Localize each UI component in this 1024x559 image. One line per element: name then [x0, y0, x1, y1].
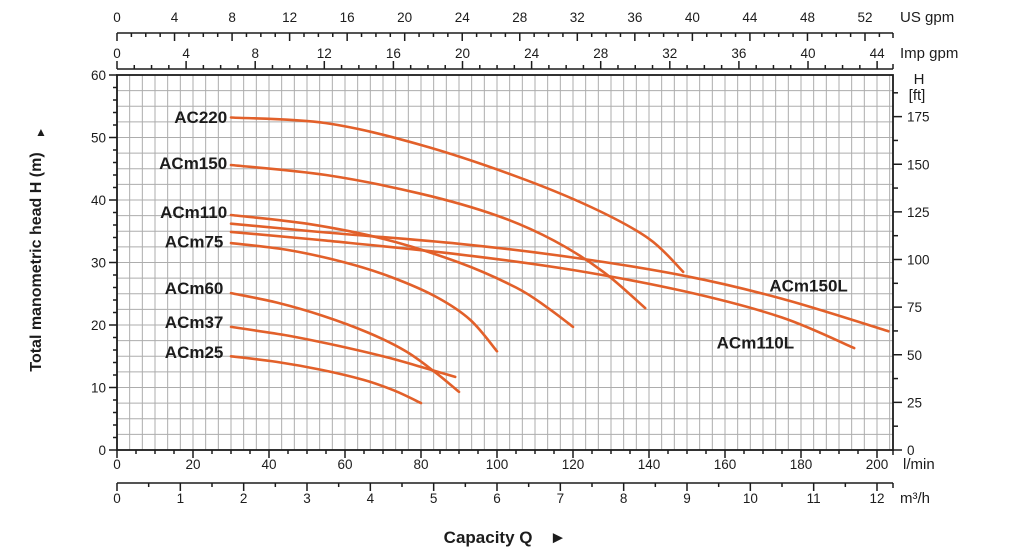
head-m-tick-label: 20 — [91, 318, 106, 333]
curve-ACm110 — [229, 213, 575, 329]
curve-label-AC220: AC220 — [174, 108, 227, 127]
head-ft-unit-label: H — [914, 71, 925, 88]
us-gpm-axis-tick-label: 52 — [857, 10, 872, 25]
imp-gpm-axis-tick-label: 40 — [800, 46, 815, 61]
m3h-axis-tick-label: 0 — [113, 491, 121, 506]
curve-label-ACm75: ACm75 — [165, 232, 224, 251]
imp-gpm-axis-tick-label: 8 — [251, 46, 259, 61]
us-gpm-axis-tick-label: 40 — [685, 10, 700, 25]
curve-label-ACm37: ACm37 — [165, 313, 224, 332]
head-ft-unit-label: [ft] — [909, 87, 926, 104]
lmin-axis-tick-label: 180 — [790, 457, 813, 472]
curve-label-ACm150L: ACm150L — [769, 277, 847, 296]
lmin-axis-tick-label: 100 — [486, 457, 509, 472]
head-m-tick-label: 60 — [91, 68, 106, 83]
m3h-axis-tick-label: 10 — [743, 491, 758, 506]
imp-gpm-axis-tick-label: 28 — [593, 46, 608, 61]
curve-labels: AC220 ACm150 ACm110 ACm150L ACm110L ACm75 ACm6… — [159, 108, 848, 362]
us-gpm-axis-tick-label: 24 — [455, 10, 471, 25]
us-gpm-axis-tick-label: 36 — [627, 10, 642, 25]
curve-label-ACm150: ACm150 — [159, 154, 227, 173]
head-m-tick-label: 10 — [91, 381, 106, 396]
y-axis-title: Total manometric head H (m) — [28, 152, 45, 371]
m3h-axis-tick-label: 3 — [303, 491, 311, 506]
head-m-tick-label: 30 — [91, 256, 106, 271]
us-gpm-axis-tick-label: 8 — [228, 10, 236, 25]
imp-gpm-axis-tick-label: 32 — [662, 46, 677, 61]
head-ft-tick-label: 150 — [907, 157, 930, 172]
head-ft-tick-label: 0 — [907, 443, 915, 458]
us-gpm-axis-tick-label: 20 — [397, 10, 412, 25]
head-m-tick-label: 40 — [91, 193, 106, 208]
us-gpm-axis-unit-label: US gpm — [900, 9, 954, 26]
us-gpm-axis-tick-label: 48 — [800, 10, 815, 25]
us-gpm-axis-tick-label: 4 — [171, 10, 179, 25]
imp-gpm-axis-tick-label: 12 — [317, 46, 332, 61]
head-ft-tick-label: 25 — [907, 395, 922, 410]
m3h-axis-tick-label: 8 — [620, 491, 628, 506]
m3h-axis-tick-label: 9 — [683, 491, 691, 506]
m3h-axis-tick-label: 11 — [807, 491, 821, 506]
head-m-tick-label: 50 — [91, 131, 106, 146]
us-gpm-axis-tick-label: 32 — [570, 10, 585, 25]
imp-gpm-axis-tick-label: 36 — [731, 46, 746, 61]
curve-label-ACm110L: ACm110L — [717, 334, 794, 353]
lmin-axis-tick-label: 80 — [413, 457, 428, 472]
us-gpm-axis-tick-label: 16 — [340, 10, 355, 25]
lmin-axis-tick-label: 200 — [866, 457, 889, 472]
curve-AC220 — [229, 116, 685, 274]
imp-gpm-axis-tick-label: 16 — [386, 46, 401, 61]
curve-label-ACm25: ACm25 — [165, 343, 224, 362]
m3h-axis-tick-label: 4 — [367, 491, 375, 506]
x-axis-title: Capacity Q ► — [444, 528, 567, 547]
us-gpm-axis-tick-label: 0 — [113, 10, 121, 25]
imp-gpm-axis-tick-label: 20 — [455, 46, 470, 61]
y-axis-arrow-icon: ▲ — [35, 125, 47, 139]
m3h-axis-tick-label: 6 — [493, 491, 501, 506]
imp-gpm-axis-tick-label: 44 — [870, 46, 886, 61]
curve-ACm25 — [229, 355, 423, 405]
curve-ACm150L — [229, 222, 890, 333]
m3h-axis-tick-label: 2 — [240, 491, 248, 506]
lmin-axis-tick-label: 40 — [261, 457, 276, 472]
curve-ACm60 — [229, 291, 461, 394]
lmin-axis-tick-label: 160 — [714, 457, 737, 472]
m3h-axis-tick-label: 7 — [557, 491, 565, 506]
us-gpm-axis-tick-label: 44 — [742, 10, 758, 25]
lmin-axis-tick-label: 20 — [185, 457, 200, 472]
head-ft-tick-label: 75 — [907, 300, 922, 315]
m3h-axis-tick-label: 5 — [430, 491, 438, 506]
head-ft-tick-label: 100 — [907, 253, 930, 268]
head-ft-tick-label: 125 — [907, 205, 930, 220]
grid — [117, 75, 893, 450]
curve-ACm75 — [229, 241, 499, 353]
m3h-axis-tick-label: 1 — [177, 491, 185, 506]
axis-ticks — [109, 32, 902, 491]
us-gpm-axis-tick-label: 28 — [512, 10, 527, 25]
head-m-tick-label: 0 — [98, 443, 106, 458]
imp-gpm-axis-tick-label: 4 — [182, 46, 190, 61]
lmin-axis-unit-label: l/min — [903, 456, 935, 473]
head-ft-tick-label: 175 — [907, 110, 930, 125]
us-gpm-axis-tick-label: 12 — [282, 10, 297, 25]
imp-gpm-axis-tick-label: 24 — [524, 46, 540, 61]
lmin-axis-tick-label: 120 — [562, 457, 585, 472]
head-ft-tick-label: 50 — [907, 348, 922, 363]
lmin-axis-tick-label: 0 — [113, 457, 121, 472]
lmin-axis-tick-label: 140 — [638, 457, 661, 472]
m3h-axis-tick-label: 12 — [869, 491, 884, 506]
imp-gpm-axis-unit-label: Imp gpm — [900, 45, 958, 62]
imp-gpm-axis-tick-label: 0 — [113, 46, 121, 61]
pump-curves — [229, 116, 890, 405]
curve-label-ACm110: ACm110 — [160, 203, 227, 222]
curve-ACm37 — [229, 325, 457, 379]
m3h-axis-unit-label: m³/h — [900, 490, 930, 507]
curve-ACm150 — [229, 163, 647, 310]
lmin-axis-tick-label: 60 — [337, 457, 352, 472]
curve-ACm110L — [229, 230, 856, 350]
curve-label-ACm60: ACm60 — [165, 279, 224, 298]
